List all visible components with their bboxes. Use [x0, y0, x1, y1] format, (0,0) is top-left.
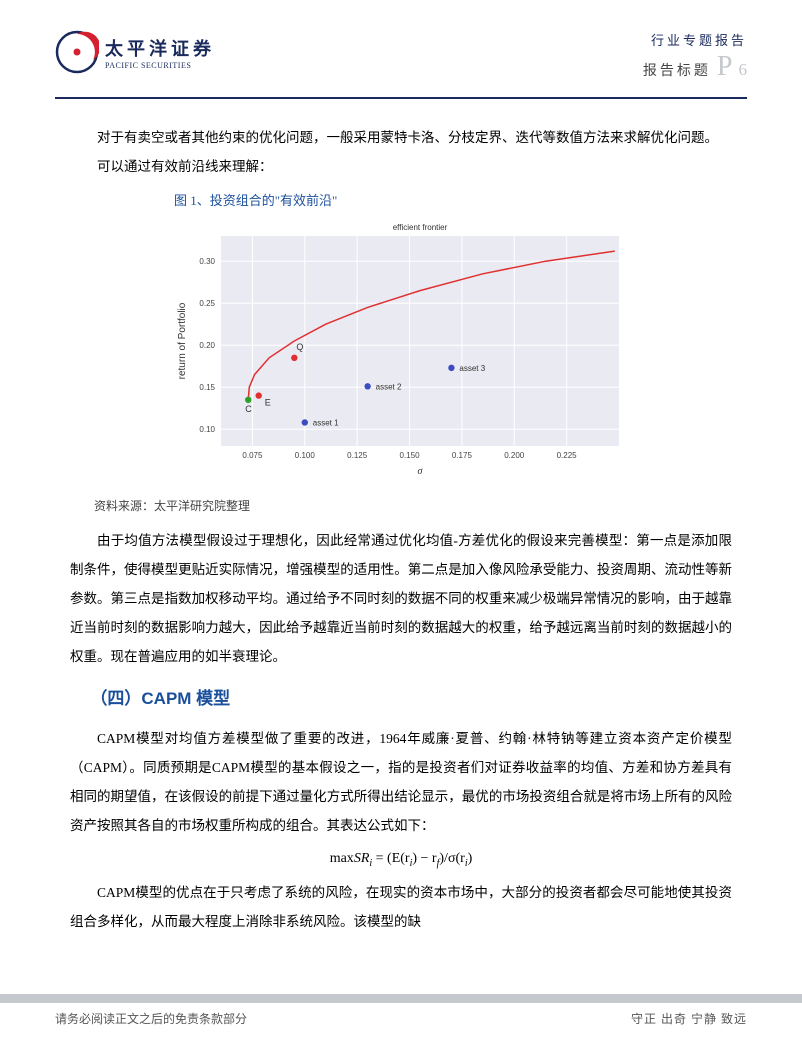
svg-text:σ: σ	[418, 466, 424, 477]
figure-source: 资料来源：太平洋研究院整理	[70, 494, 732, 520]
svg-text:0.225: 0.225	[557, 451, 578, 460]
figure-caption: 图 1、投资组合的"有效前沿"	[70, 187, 732, 215]
efficient-frontier-chart: 0.075 0.100 0.125 0.150 0.175 0.200 0.225 0.10 0…	[171, 218, 631, 478]
footer-disclaimer: 请务必阅读正文之后的免责条款部分	[55, 1010, 247, 1027]
figure-wrap: 0.075 0.100 0.125 0.150 0.175 0.200 0.225 0.10 0…	[70, 218, 732, 478]
report-title: 报告标题	[643, 60, 711, 80]
capm-formula: maxSRi = (E(ri) − rf)/σ(ri)	[70, 844, 732, 874]
svg-text:C: C	[245, 404, 252, 414]
svg-text:0.125: 0.125	[347, 451, 368, 460]
svg-text:0.175: 0.175	[452, 451, 473, 460]
footer-motto: 守正 出奇 宁静 致远	[631, 1010, 747, 1027]
svg-text:return of Portfolio: return of Portfolio	[177, 303, 188, 380]
paragraph: CAPM模型的优点在于只考虑了系统的风险，在现实的资本市场中，大部分的投资者都会…	[70, 878, 732, 936]
footer-bar	[0, 994, 802, 1003]
svg-text:0.150: 0.150	[400, 451, 421, 460]
svg-text:0.15: 0.15	[199, 384, 215, 393]
paragraph: 对于有卖空或者其他约束的优化问题，一般采用蒙特卡洛、分枝定界、迭代等数值方法来求…	[70, 123, 732, 152]
svg-text:E: E	[265, 398, 271, 408]
svg-text:0.100: 0.100	[295, 451, 316, 460]
page-prefix: P	[717, 51, 733, 83]
svg-text:0.075: 0.075	[242, 451, 263, 460]
section-heading-capm: （四）CAPM 模型	[70, 681, 732, 718]
footer: 请务必阅读正文之后的免责条款部分 守正 出奇 宁静 致远	[0, 1010, 802, 1027]
paragraph: 可以通过有效前沿线来理解：	[70, 152, 732, 181]
report-type: 行业专题报告	[643, 30, 747, 49]
header-right: 行业专题报告 报告标题 P6	[643, 30, 747, 83]
svg-text:0.200: 0.200	[504, 451, 525, 460]
svg-text:asset 3: asset 3	[459, 364, 485, 373]
svg-text:asset 1: asset 1	[313, 419, 339, 428]
paragraph: 由于均值方法模型假设过于理想化，因此经常通过优化均值-方差优化的假设来完善模型：…	[70, 526, 732, 671]
logo-text-cn: 太平洋证券	[105, 35, 215, 61]
content-area: 对于有卖空或者其他约束的优化问题，一般采用蒙特卡洛、分枝定界、迭代等数值方法来求…	[0, 99, 802, 937]
svg-text:0.10: 0.10	[199, 426, 215, 435]
logo-icon	[55, 30, 99, 74]
page-header: 太平洋证券 PACIFIC SECURITIES 行业专题报告 报告标题 P6	[0, 0, 802, 93]
logo-text-en: PACIFIC SECURITIES	[105, 61, 215, 70]
svg-text:Q: Q	[296, 342, 303, 352]
svg-text:0.30: 0.30	[199, 258, 215, 267]
page-number: 6	[739, 60, 748, 80]
svg-text:efficient frontier: efficient frontier	[393, 223, 448, 232]
svg-text:0.20: 0.20	[199, 342, 215, 351]
logo: 太平洋证券 PACIFIC SECURITIES	[55, 30, 215, 74]
svg-text:asset 2: asset 2	[376, 383, 402, 392]
paragraph: CAPM模型对均值方差模型做了重要的改进，1964年威廉·夏普、约翰·林特钠等建…	[70, 724, 732, 840]
svg-text:0.25: 0.25	[199, 300, 215, 309]
